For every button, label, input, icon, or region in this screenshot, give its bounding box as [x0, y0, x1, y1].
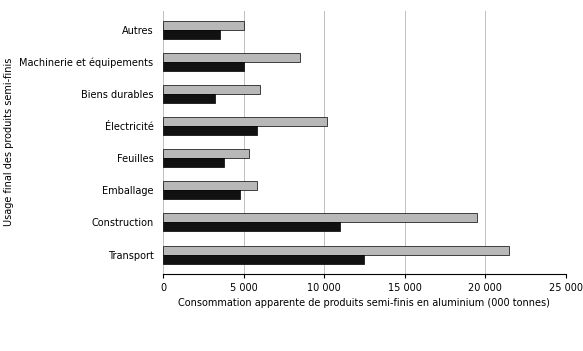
Bar [163, 53, 300, 62]
Bar [163, 94, 215, 103]
Bar [163, 149, 248, 158]
Bar [163, 213, 477, 223]
Bar [163, 190, 240, 199]
Bar [163, 223, 340, 231]
Bar [163, 126, 257, 135]
Bar [163, 30, 220, 39]
Bar [163, 158, 224, 167]
Y-axis label: Usage final des produits semi-finis: Usage final des produits semi-finis [4, 58, 14, 226]
Bar [163, 181, 257, 190]
Bar [163, 62, 244, 71]
Bar [163, 117, 328, 126]
Bar [163, 21, 244, 30]
Bar [163, 246, 509, 254]
Bar [163, 85, 260, 94]
Bar [163, 254, 364, 264]
X-axis label: Consommation apparente de produits semi-finis en aluminium (000 tonnes): Consommation apparente de produits semi-… [178, 298, 550, 309]
